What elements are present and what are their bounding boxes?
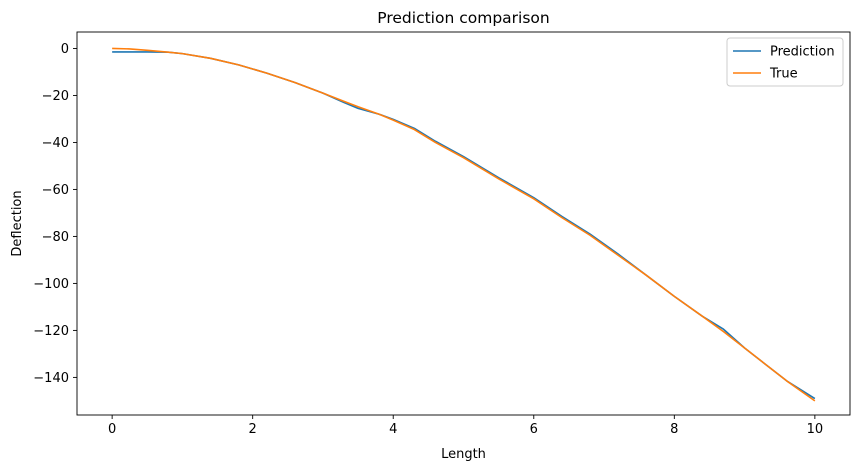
chart-title: Prediction comparison <box>377 9 549 27</box>
series-layer <box>112 47 816 402</box>
y-tick-label: 0 <box>61 42 69 57</box>
y-axis-label: Deflection <box>10 190 25 256</box>
y-tick-label: −120 <box>33 324 69 339</box>
y-tick-label: −100 <box>33 277 69 292</box>
legend: Prediction True <box>726 37 844 87</box>
y-tick-label: −140 <box>33 371 69 386</box>
axes-layer: 0 2 4 6 8 10 0 −20 −40 −60 −80 −100 −120 −140 <box>33 31 851 437</box>
y-tick-label: −80 <box>42 230 69 245</box>
x-tick-label: 0 <box>108 422 116 437</box>
y-tick-label: −60 <box>42 183 69 198</box>
x-tick-label: 6 <box>530 422 538 437</box>
x-tick-label: 10 <box>807 422 824 437</box>
series-line-true <box>112 47 816 402</box>
x-tick-label: 2 <box>249 422 257 437</box>
y-tick-label: −40 <box>42 136 69 151</box>
y-tick-label: −20 <box>42 89 69 104</box>
legend-box <box>726 37 844 87</box>
x-axis-label: Length <box>441 447 486 462</box>
plot-frame <box>76 31 851 416</box>
x-tick-label: 4 <box>389 422 397 437</box>
legend-label-prediction: Prediction <box>770 45 835 60</box>
legend-label-true: True <box>769 67 798 82</box>
x-tick-label: 8 <box>670 422 678 437</box>
